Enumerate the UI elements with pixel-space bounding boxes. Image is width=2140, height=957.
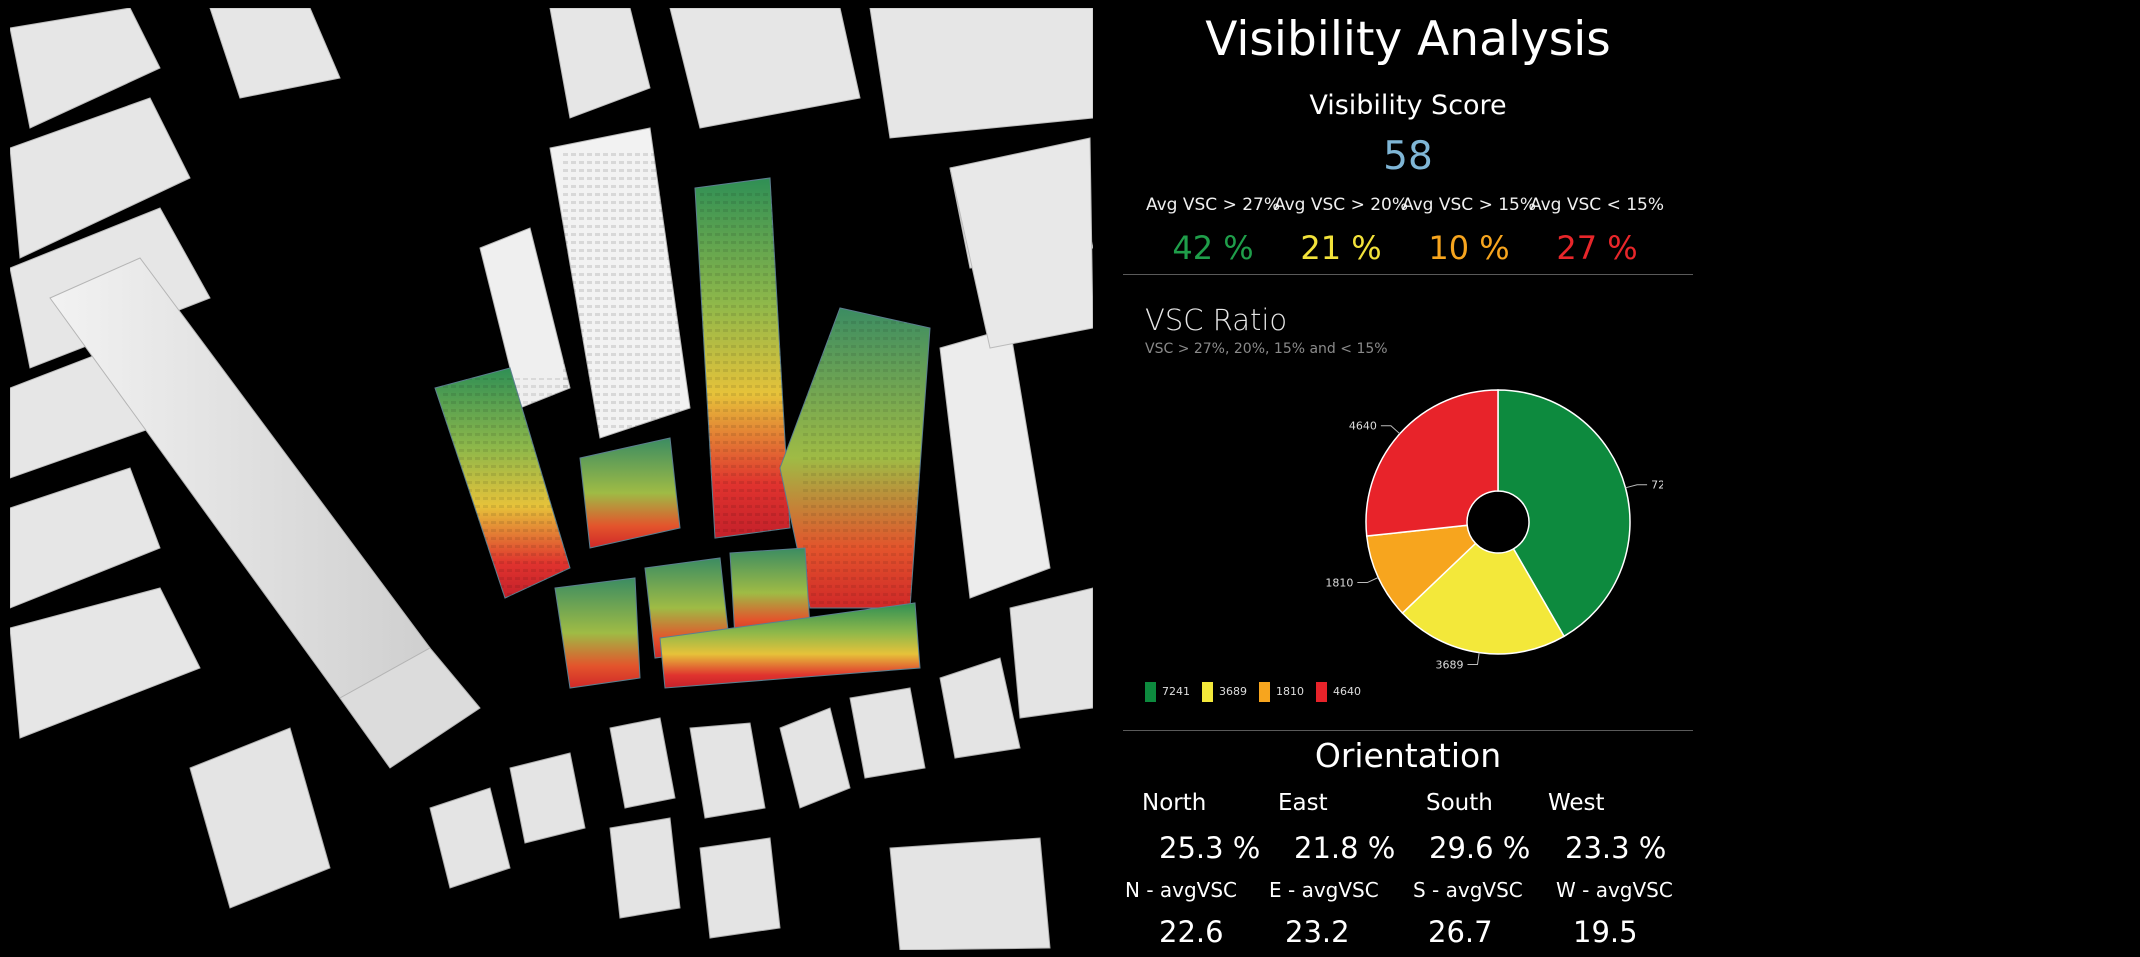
orientation-north-label: North <box>1142 790 1207 816</box>
legend-swatch <box>1145 682 1156 702</box>
category-value: 27 % <box>1556 229 1638 267</box>
orientation-south-avg-label: S - avgVSC <box>1413 878 1523 902</box>
pie-slice-label: 4640 <box>1349 420 1377 433</box>
category-label: Avg VSC > 27% <box>1145 195 1281 215</box>
legend-swatch <box>1259 682 1270 702</box>
category-label: Avg VSC > 15% <box>1401 195 1537 215</box>
orientation-east-percent: 21.8 % <box>1294 831 1396 865</box>
pie-slice-label: 1810 <box>1325 577 1353 590</box>
legend-swatch <box>1316 682 1327 702</box>
pie-leader-line <box>1357 577 1379 584</box>
pie-leader-line <box>1625 484 1648 489</box>
chart-title: VSC Ratio <box>1145 303 1288 337</box>
pie-leader-line <box>1380 425 1401 435</box>
orientation-north-percent: 25.3 % <box>1159 831 1261 865</box>
divider <box>1123 274 1693 275</box>
pie-slice-label: 3689 <box>1435 659 1463 670</box>
divider <box>1123 730 1693 731</box>
panel-title: Visibility Analysis <box>1205 12 1611 67</box>
3d-model-viewport[interactable] <box>10 8 1093 950</box>
category-value: 21 % <box>1300 229 1382 267</box>
legend-label: 1810 <box>1276 685 1304 698</box>
orientation-west-avg-label: W - avgVSC <box>1556 878 1673 902</box>
orientation-title: Orientation <box>1314 736 1502 775</box>
orientation-south-avg-value: 26.7 <box>1428 915 1493 949</box>
orientation-south-label: South <box>1426 790 1493 816</box>
orientation-east-avg-label: E - avgVSC <box>1269 878 1379 902</box>
pie-slice-7241 <box>1497 389 1631 638</box>
legend-label: 4640 <box>1333 685 1361 698</box>
visibility-score-label: Visibility Score <box>1309 90 1507 121</box>
orientation-west-percent: 23.3 % <box>1565 831 1667 865</box>
category-value: 42 % <box>1172 229 1254 267</box>
legend-label: 3689 <box>1219 685 1247 698</box>
pie-slice-3689 <box>1401 542 1566 655</box>
orientation-west-label: West <box>1548 790 1605 816</box>
orientation-north-avg-label: N - avgVSC <box>1125 878 1238 902</box>
pie-slice-1810 <box>1365 524 1477 615</box>
category-value: 10 % <box>1428 229 1510 267</box>
orientation-west-avg-value: 19.5 <box>1573 915 1638 949</box>
pie-slice-4640 <box>1365 389 1499 537</box>
orientation-east-label: East <box>1278 790 1328 816</box>
legend-swatch <box>1202 682 1213 702</box>
vsc-ratio-donut-chart: 7241 3689 1810 4640 <box>1325 389 1663 670</box>
orientation-north-avg-value: 22.6 <box>1159 915 1224 949</box>
orientation-south-percent: 29.6 % <box>1429 831 1531 865</box>
category-label: Avg VSC > 20% <box>1273 195 1409 215</box>
pie-slice-label: 7241 <box>1651 479 1663 492</box>
legend-label: 7241 <box>1162 685 1190 698</box>
analysis-panel: Visibility Analysis Visibility Score 58 … <box>1093 0 2140 957</box>
pie-leader-line <box>1467 652 1480 666</box>
orientation-east-avg-value: 23.2 <box>1285 915 1350 949</box>
visibility-score-value: 58 <box>1383 134 1433 179</box>
city-model-render <box>10 8 1093 950</box>
category-label: Avg VSC < 15% <box>1529 195 1665 215</box>
chart-subtitle: VSC > 27%, 20%, 15% and < 15% <box>1145 341 1388 357</box>
